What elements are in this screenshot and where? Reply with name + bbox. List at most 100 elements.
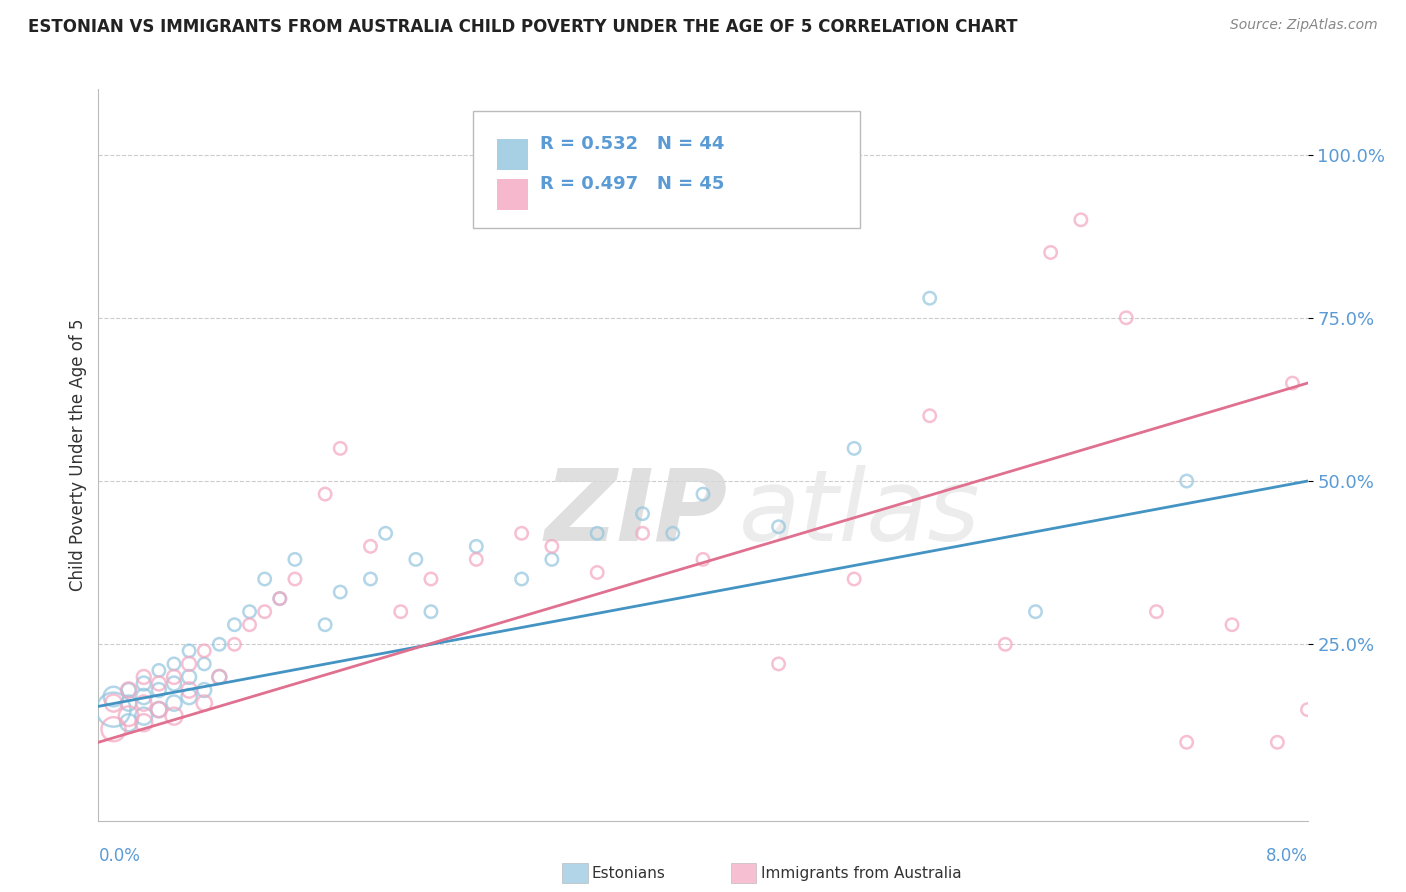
- Point: [163, 676, 186, 690]
- Point: [193, 657, 215, 671]
- Point: [1296, 703, 1319, 717]
- Point: [118, 696, 141, 710]
- Point: [586, 566, 609, 580]
- Point: [1070, 212, 1092, 227]
- Text: 0.0%: 0.0%: [98, 847, 141, 864]
- Point: [1115, 310, 1137, 325]
- Point: [148, 676, 170, 690]
- Point: [1265, 735, 1288, 749]
- Point: [631, 507, 654, 521]
- Point: [239, 605, 262, 619]
- Point: [269, 591, 291, 606]
- Point: [253, 572, 276, 586]
- Point: [224, 617, 246, 632]
- Point: [1281, 376, 1303, 390]
- Point: [768, 657, 790, 671]
- Point: [193, 683, 215, 698]
- Point: [540, 539, 562, 553]
- Point: [163, 709, 186, 723]
- Point: [994, 637, 1017, 651]
- Point: [314, 487, 336, 501]
- Point: [405, 552, 427, 566]
- Point: [132, 709, 155, 723]
- Point: [389, 605, 412, 619]
- Point: [208, 670, 231, 684]
- Text: ZIP: ZIP: [544, 465, 727, 562]
- Point: [419, 572, 441, 586]
- Point: [253, 605, 276, 619]
- Point: [661, 526, 683, 541]
- Point: [103, 723, 125, 737]
- Point: [103, 690, 125, 704]
- Point: [284, 552, 307, 566]
- Point: [179, 657, 201, 671]
- Point: [540, 552, 562, 566]
- FancyBboxPatch shape: [474, 112, 860, 228]
- Point: [208, 637, 231, 651]
- Text: atlas: atlas: [740, 465, 981, 562]
- Point: [844, 442, 866, 456]
- Point: [1175, 474, 1198, 488]
- Point: [918, 291, 941, 305]
- Point: [1220, 617, 1243, 632]
- Point: [1144, 605, 1167, 619]
- Point: [148, 683, 170, 698]
- Point: [148, 703, 170, 717]
- Text: Immigrants from Australia: Immigrants from Australia: [761, 866, 962, 880]
- Point: [118, 715, 141, 730]
- Point: [465, 552, 488, 566]
- Point: [132, 670, 155, 684]
- Text: 8.0%: 8.0%: [1265, 847, 1308, 864]
- Point: [329, 585, 352, 599]
- Point: [118, 683, 141, 698]
- Point: [768, 520, 790, 534]
- Point: [1024, 605, 1046, 619]
- Point: [1039, 245, 1062, 260]
- Point: [103, 696, 125, 710]
- Point: [844, 572, 866, 586]
- Point: [208, 670, 231, 684]
- Point: [631, 526, 654, 541]
- Y-axis label: Child Poverty Under the Age of 5: Child Poverty Under the Age of 5: [69, 318, 87, 591]
- Point: [314, 617, 336, 632]
- Point: [284, 572, 307, 586]
- Point: [239, 617, 262, 632]
- Bar: [498, 139, 527, 169]
- Point: [1175, 735, 1198, 749]
- Point: [132, 696, 155, 710]
- Point: [118, 709, 141, 723]
- Point: [163, 657, 186, 671]
- Text: R = 0.497   N = 45: R = 0.497 N = 45: [540, 176, 724, 194]
- Bar: [498, 179, 527, 210]
- Point: [193, 696, 215, 710]
- Point: [103, 703, 125, 717]
- Text: ESTONIAN VS IMMIGRANTS FROM AUSTRALIA CHILD POVERTY UNDER THE AGE OF 5 CORRELATI: ESTONIAN VS IMMIGRANTS FROM AUSTRALIA CH…: [28, 18, 1018, 36]
- Point: [132, 676, 155, 690]
- Point: [510, 526, 533, 541]
- Point: [179, 670, 201, 684]
- Point: [193, 644, 215, 658]
- Point: [224, 637, 246, 651]
- Point: [510, 572, 533, 586]
- Point: [132, 690, 155, 704]
- Point: [419, 605, 441, 619]
- Point: [374, 526, 396, 541]
- Point: [586, 526, 609, 541]
- Point: [359, 539, 381, 553]
- Text: R = 0.532   N = 44: R = 0.532 N = 44: [540, 135, 724, 153]
- Point: [179, 683, 201, 698]
- Point: [918, 409, 941, 423]
- Point: [465, 539, 488, 553]
- Point: [269, 591, 291, 606]
- Point: [132, 715, 155, 730]
- Text: Source: ZipAtlas.com: Source: ZipAtlas.com: [1230, 18, 1378, 32]
- Point: [179, 644, 201, 658]
- Point: [148, 664, 170, 678]
- Point: [163, 670, 186, 684]
- Text: Estonians: Estonians: [592, 866, 666, 880]
- Point: [118, 683, 141, 698]
- Point: [359, 572, 381, 586]
- Point: [692, 487, 714, 501]
- Point: [329, 442, 352, 456]
- Point: [148, 703, 170, 717]
